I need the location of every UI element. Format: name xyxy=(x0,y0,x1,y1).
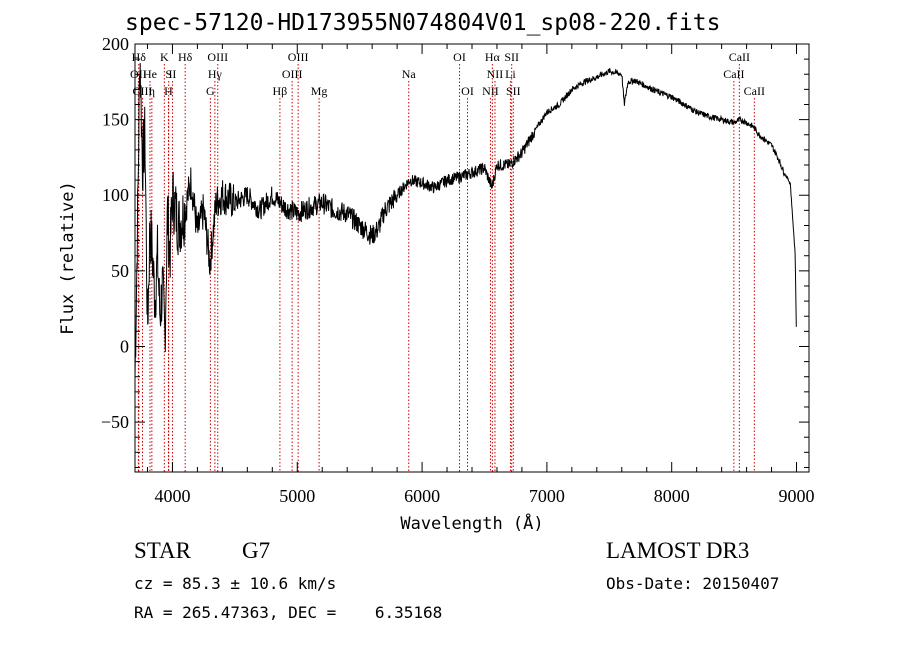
y-tick-label: 200 xyxy=(102,34,129,54)
plot-frame xyxy=(134,43,810,473)
y-axis-label: Flux (relative) xyxy=(58,181,78,335)
y-tick-label: 0 xyxy=(120,336,129,356)
x-tick-label: 7000 xyxy=(529,486,565,506)
line-label: Hδ xyxy=(132,50,147,64)
line-label: η xyxy=(149,84,155,98)
line-label: OIII xyxy=(288,50,309,64)
line-label: S xyxy=(165,67,172,81)
y-tick-label: 100 xyxy=(102,185,129,205)
line-label: NII xyxy=(482,84,499,98)
x-tick-label: 6000 xyxy=(404,486,440,506)
line-label: NII xyxy=(487,67,504,81)
line-label: Li xyxy=(505,67,516,81)
x-tick-label: 4000 xyxy=(154,486,190,506)
chart-title: spec-57120-HD173955N074804V01_sp08-220.f… xyxy=(125,10,721,36)
line-label: CIII xyxy=(132,84,152,98)
x-axis-label: Wavelength (Å) xyxy=(400,512,543,534)
line-label: OI xyxy=(453,50,466,64)
line-label: CaII xyxy=(723,67,744,81)
line-label: OI xyxy=(461,84,474,98)
line-label: SII xyxy=(504,50,519,64)
axis-ticks: 4000 5000 6000 7000 8000 9000 −50 0 50 100 150 200 xyxy=(101,34,815,506)
object-type: STAR xyxy=(134,538,191,563)
line-label: G xyxy=(206,84,215,98)
line-label: He xyxy=(143,67,157,81)
survey-name: LAMOST DR3 xyxy=(606,538,750,563)
y-tick-label: 50 xyxy=(111,261,129,281)
y-tick-label: −50 xyxy=(101,412,129,432)
line-label: Hβ xyxy=(273,84,288,98)
x-tick-label: 9000 xyxy=(779,486,815,506)
line-label: OIII xyxy=(282,67,303,81)
coordinates: RA = 265.47363, DEC = 6.35168 xyxy=(134,603,443,622)
line-label: Hγ xyxy=(208,67,223,81)
line-label: Hδ xyxy=(178,50,193,64)
x-tick-label: 8000 xyxy=(654,486,690,506)
line-label: Hα xyxy=(485,50,501,64)
line-label: OIII xyxy=(207,50,228,64)
line-label: Na xyxy=(402,67,417,81)
line-label: SII xyxy=(506,84,521,98)
emission-line-markers xyxy=(137,64,755,472)
line-label: H xyxy=(164,84,173,98)
spectrum-series xyxy=(134,62,797,378)
subclass: G7 xyxy=(242,538,271,563)
line-label: CaII xyxy=(729,50,750,64)
redshift-readout: cz = 85.3 ± 10.6 km/s xyxy=(134,574,337,593)
observation-date: Obs-Date: 20150407 xyxy=(606,574,780,593)
line-label: Mg xyxy=(311,84,328,98)
spectrum-line xyxy=(134,62,797,378)
line-label: OII xyxy=(130,67,147,81)
y-tick-label: 150 xyxy=(102,110,129,130)
x-tick-label: 5000 xyxy=(279,486,315,506)
line-label: K xyxy=(160,50,169,64)
line-label: CaII xyxy=(744,84,765,98)
line-label: II xyxy=(168,67,176,81)
